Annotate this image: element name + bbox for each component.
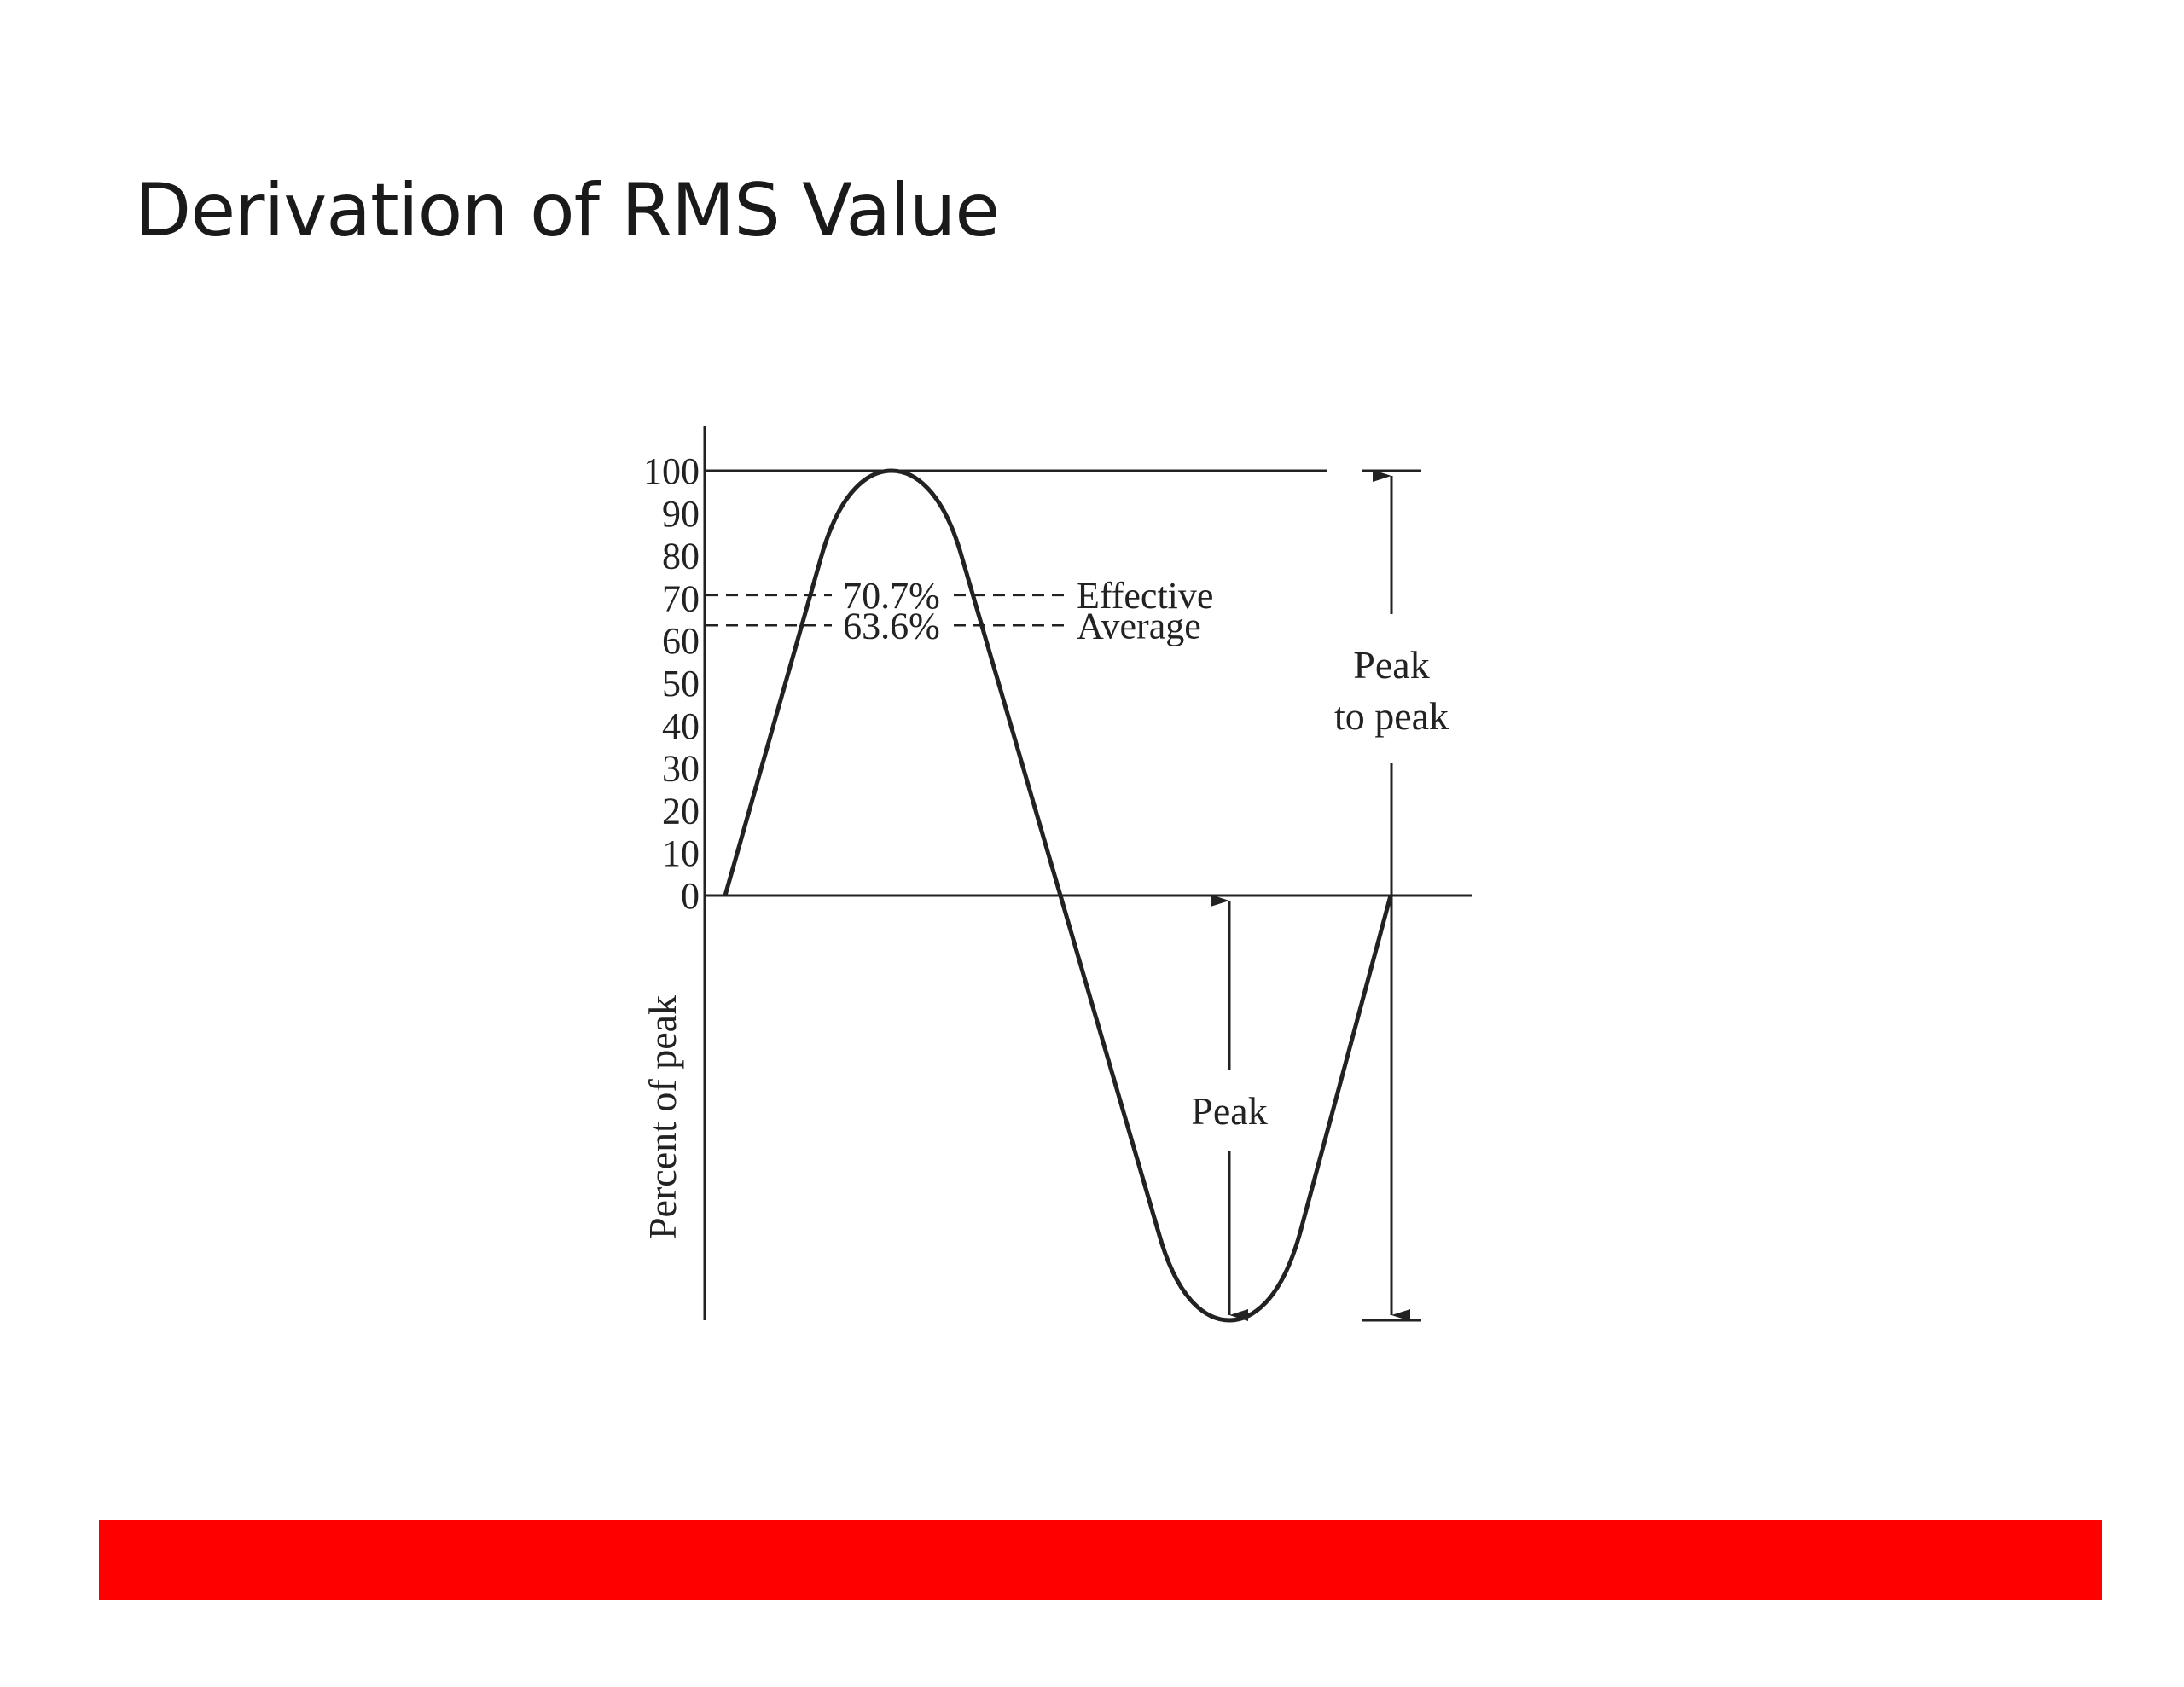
peak-to-peak-label-line2: to peak [1334,694,1449,738]
peak-label: Peak [1191,1089,1267,1133]
y-tick-label: 80 [662,536,700,577]
y-tick-label: 90 [662,493,700,535]
y-tick-label: 0 [681,875,700,917]
y-tick-label: 50 [662,663,700,704]
peak-to-peak-label-line1: Peak [1353,643,1429,687]
reference-lines: 70.7% Effective 63.6% Average [706,575,1213,646]
y-tick-label: 20 [662,790,700,832]
y-tick-label: 10 [662,832,700,874]
y-tick-label: 100 [643,450,700,492]
reference-name-label: Average [1077,605,1201,646]
reference-percent-label: 63.6% [843,605,940,646]
y-tick-label: 30 [662,748,700,790]
footer-accent-bar [99,1520,2102,1600]
slide-title: Derivation of RMS Value [135,168,1000,253]
y-tick-label: 60 [662,620,700,662]
reference-name-label: Effective [1077,575,1213,617]
y-tick-label: 40 [662,705,700,747]
waveform-curve [723,468,1393,1323]
reference-percent-label: 70.7% [843,575,940,617]
y-axis-label: Percent of peak [641,995,684,1239]
y-tick-label: 70 [662,577,700,619]
